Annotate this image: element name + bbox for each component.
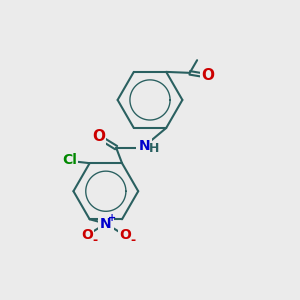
Text: N: N <box>100 217 112 231</box>
Text: -: - <box>130 234 136 247</box>
Text: O: O <box>119 228 131 242</box>
Text: O: O <box>92 129 105 144</box>
Text: -: - <box>92 234 97 247</box>
Text: Cl: Cl <box>62 153 77 167</box>
Text: N: N <box>138 139 150 153</box>
Text: O: O <box>201 68 214 83</box>
Text: O: O <box>81 228 93 242</box>
Text: H: H <box>148 142 159 155</box>
Text: +: + <box>108 213 116 223</box>
